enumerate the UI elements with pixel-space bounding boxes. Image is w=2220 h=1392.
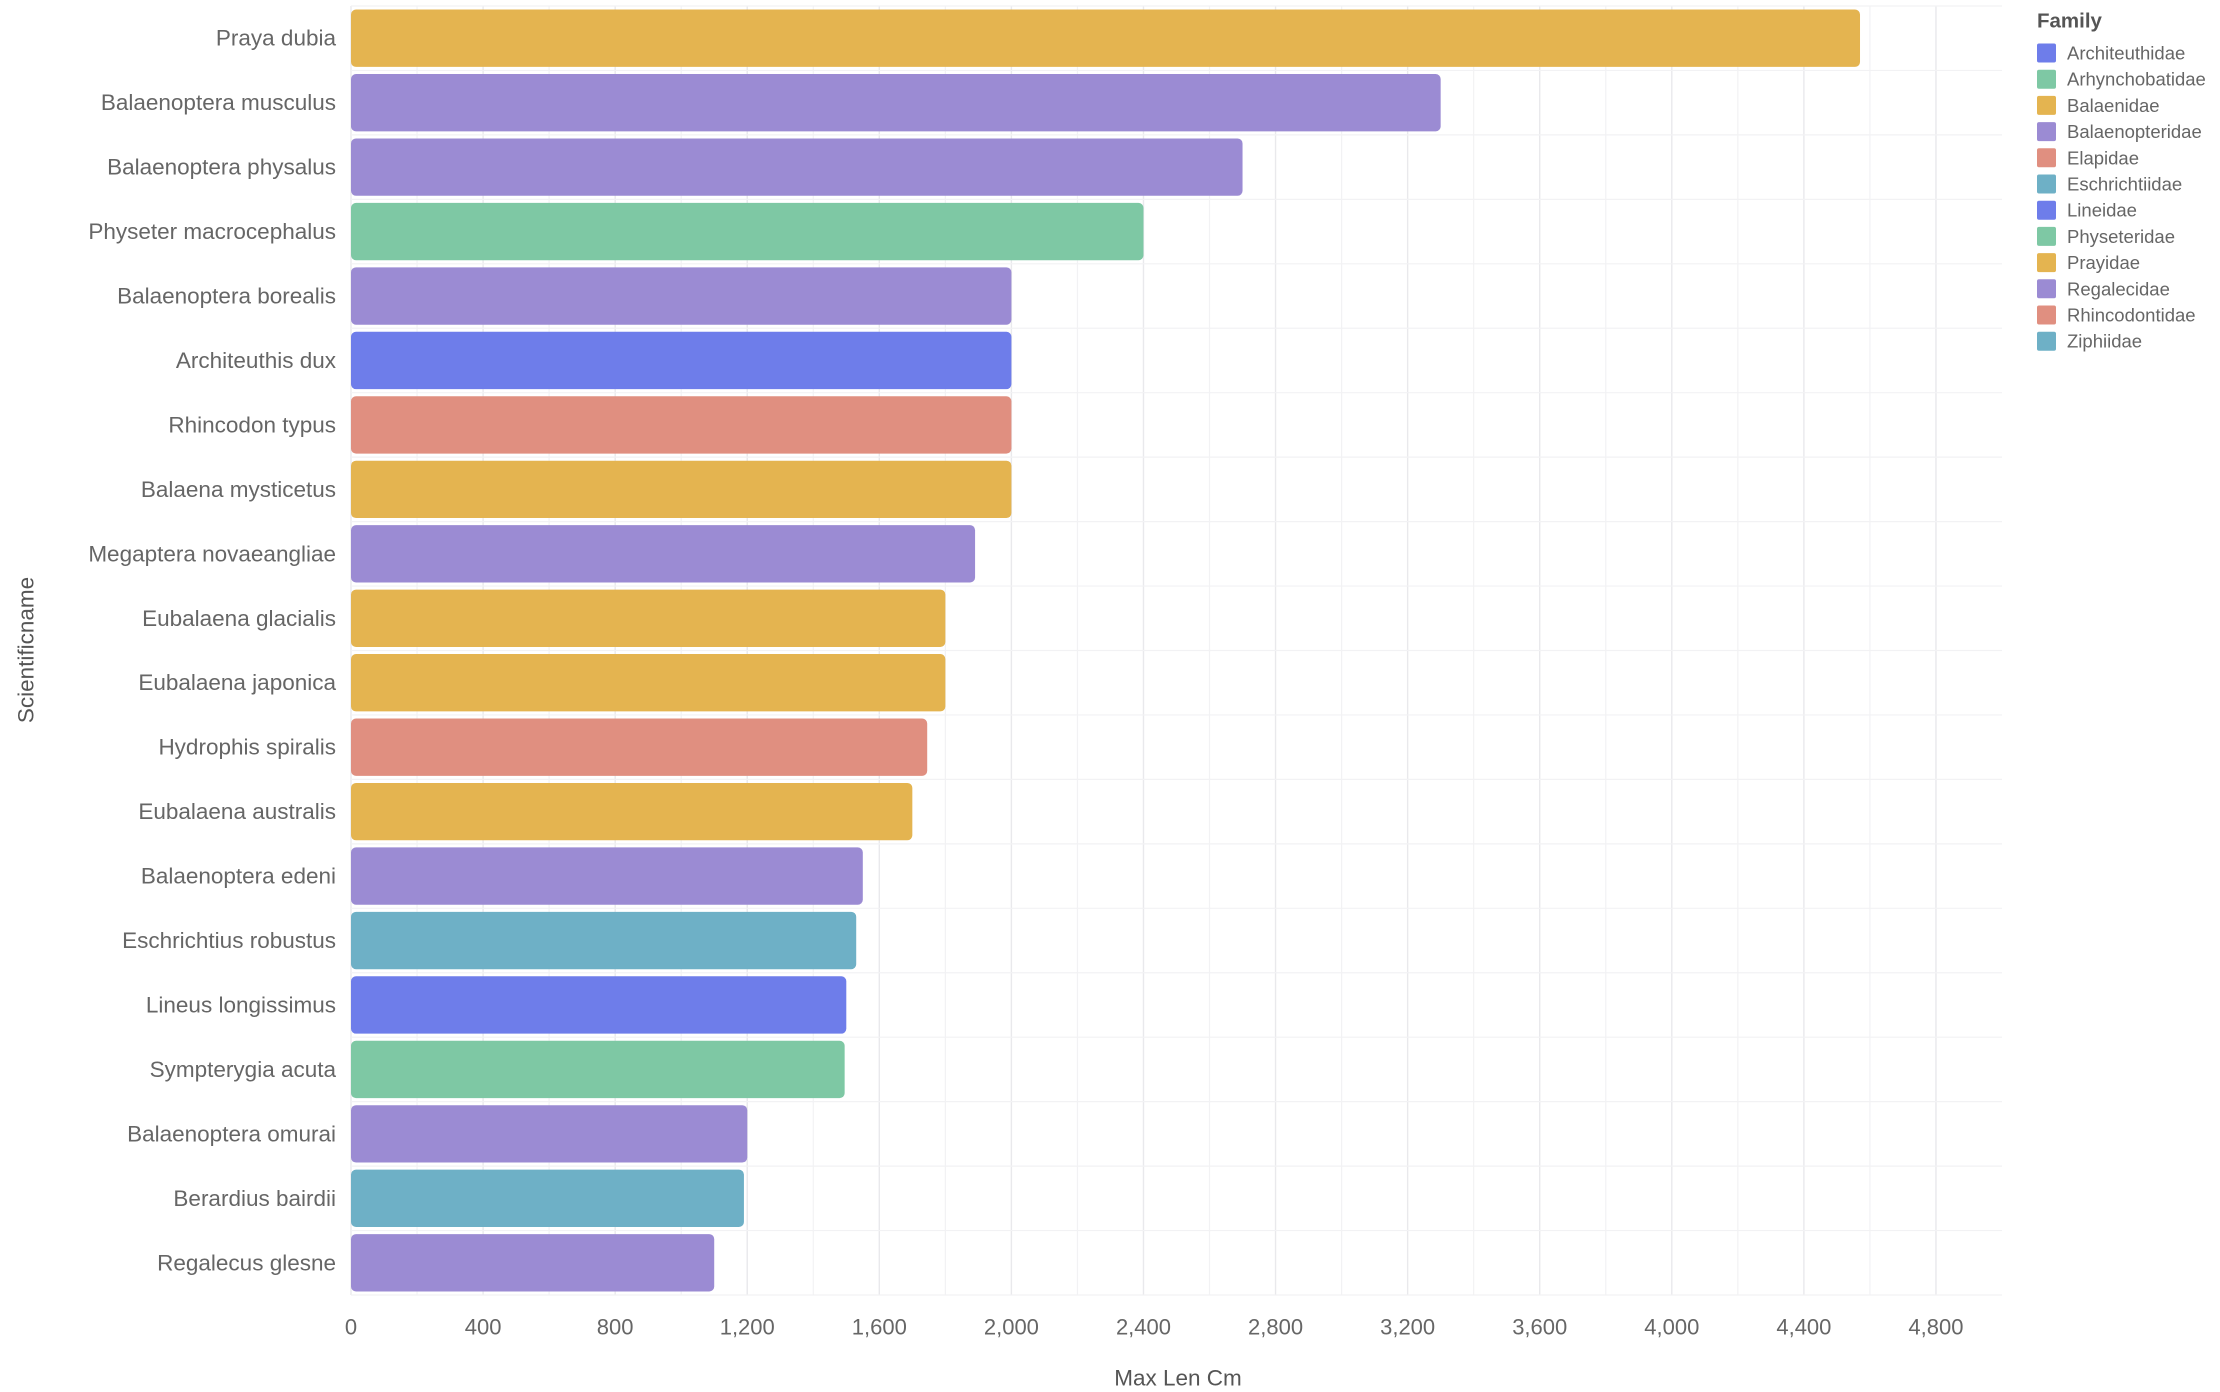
bar[interactable]: [351, 911, 857, 970]
bar[interactable]: [351, 331, 1012, 390]
legend-swatch: [2037, 279, 2056, 299]
category-label: Sympterygia acuta: [150, 1057, 337, 1082]
legend-swatch: [2037, 174, 2056, 194]
x-tick-label: 3,600: [1512, 1315, 1567, 1340]
legend-label: Balaenopteridae: [2067, 121, 2202, 142]
category-label: Megaptera novaeangliae: [88, 541, 336, 566]
bar[interactable]: [351, 1234, 715, 1292]
category-label: Eubalaena japonica: [138, 670, 336, 695]
legend-label: Elapidae: [2067, 147, 2139, 168]
x-tick-label: 4,000: [1644, 1315, 1699, 1340]
bar[interactable]: [351, 1040, 845, 1099]
bar[interactable]: [351, 847, 863, 905]
legend-label: Architeuthidae: [2067, 43, 2185, 64]
bar[interactable]: [351, 1105, 748, 1163]
legend-swatch: [2037, 43, 2056, 63]
category-label: Balaenoptera omurai: [127, 1121, 336, 1146]
legend-swatch: [2037, 148, 2056, 168]
category-label: Regalecus glesne: [157, 1250, 336, 1275]
legend-swatch: [2037, 95, 2056, 115]
x-tick-label: 4,800: [1908, 1315, 1963, 1340]
category-label: Balaenoptera physalus: [107, 155, 336, 180]
bar[interactable]: [351, 202, 1144, 261]
category-label: Eschrichtius robustus: [122, 928, 336, 953]
x-tick-label: 800: [597, 1315, 634, 1340]
legend-items: Architeuthidae Arhynchobatidae Balaenidae B…: [2037, 43, 2206, 352]
category-label: Balaenoptera musculus: [101, 90, 336, 115]
x-axis-title: Max Len Cm: [1114, 1366, 1242, 1391]
bar[interactable]: [351, 396, 1012, 454]
category-label: Balaena mysticetus: [141, 477, 336, 502]
category-label: Lineus longissimus: [146, 992, 336, 1017]
legend-label: Lineidae: [2067, 200, 2137, 221]
bar[interactable]: [351, 460, 1012, 519]
legend-swatch: [2037, 200, 2056, 220]
legend-label: Prayidae: [2067, 252, 2140, 273]
y-axis-title: Scientificname: [14, 577, 39, 723]
legend-swatch: [2037, 305, 2056, 325]
category-label: Hydrophis spiralis: [158, 735, 336, 760]
bar[interactable]: [351, 138, 1243, 196]
x-tick-label: 3,200: [1380, 1315, 1435, 1340]
grid: [350, 5, 2002, 1296]
x-tick-label: 0: [345, 1315, 357, 1340]
category-label: Eubalaena australis: [138, 799, 336, 824]
bar[interactable]: [351, 525, 976, 583]
category-labels: Praya dubia Balaenoptera musculus Balaenop…: [88, 26, 336, 1276]
x-axis-ticks: 0 400 800 1,200 1,600 2,000 2,400 2,800 3,200 3,6…: [345, 1315, 1964, 1340]
legend: Family Architeuthidae Arhynchobatidae Bala…: [2037, 10, 2206, 352]
category-label: Berardius bairdii: [173, 1186, 336, 1211]
bar[interactable]: [351, 782, 913, 841]
legend-swatch: [2037, 331, 2056, 351]
legend-label: Rhincodontidae: [2067, 305, 2196, 326]
legend-label: Balaenidae: [2067, 95, 2160, 116]
x-tick-label: 2,800: [1248, 1315, 1303, 1340]
bar[interactable]: [351, 718, 928, 776]
x-tick-label: 2,000: [984, 1315, 1039, 1340]
x-tick-label: 1,200: [720, 1315, 775, 1340]
legend-label: Ziphiidae: [2067, 331, 2142, 352]
legend-label: Eschrichtiidae: [2067, 174, 2182, 195]
category-label: Architeuthis dux: [176, 348, 337, 373]
legend-label: Regalecidae: [2067, 278, 2170, 299]
category-label: Balaenoptera edeni: [141, 864, 336, 889]
bars: [351, 9, 1861, 1292]
bar[interactable]: [351, 1169, 744, 1228]
category-label: Eubalaena glacialis: [142, 606, 336, 631]
legend-swatch: [2037, 122, 2056, 142]
legend-label: Physeteridae: [2067, 226, 2175, 247]
x-tick-label: 4,400: [1776, 1315, 1831, 1340]
legend-swatch: [2037, 253, 2056, 273]
category-label: Physeter macrocephalus: [88, 219, 336, 244]
category-label: Balaenoptera borealis: [117, 284, 336, 309]
x-tick-label: 1,600: [852, 1315, 907, 1340]
bar[interactable]: [351, 976, 847, 1034]
x-tick-label: 2,400: [1116, 1315, 1171, 1340]
legend-title: Family: [2037, 10, 2103, 33]
bar[interactable]: [351, 73, 1441, 132]
x-tick-label: 400: [465, 1315, 502, 1340]
bar[interactable]: [351, 9, 1861, 67]
bar[interactable]: [351, 589, 946, 647]
legend-swatch: [2037, 226, 2056, 246]
category-label: Praya dubia: [216, 26, 337, 51]
legend-swatch: [2037, 69, 2056, 89]
legend-label: Arhynchobatidae: [2067, 69, 2206, 90]
bar[interactable]: [351, 267, 1012, 325]
bar[interactable]: [351, 654, 946, 712]
category-label: Rhincodon typus: [168, 412, 336, 437]
